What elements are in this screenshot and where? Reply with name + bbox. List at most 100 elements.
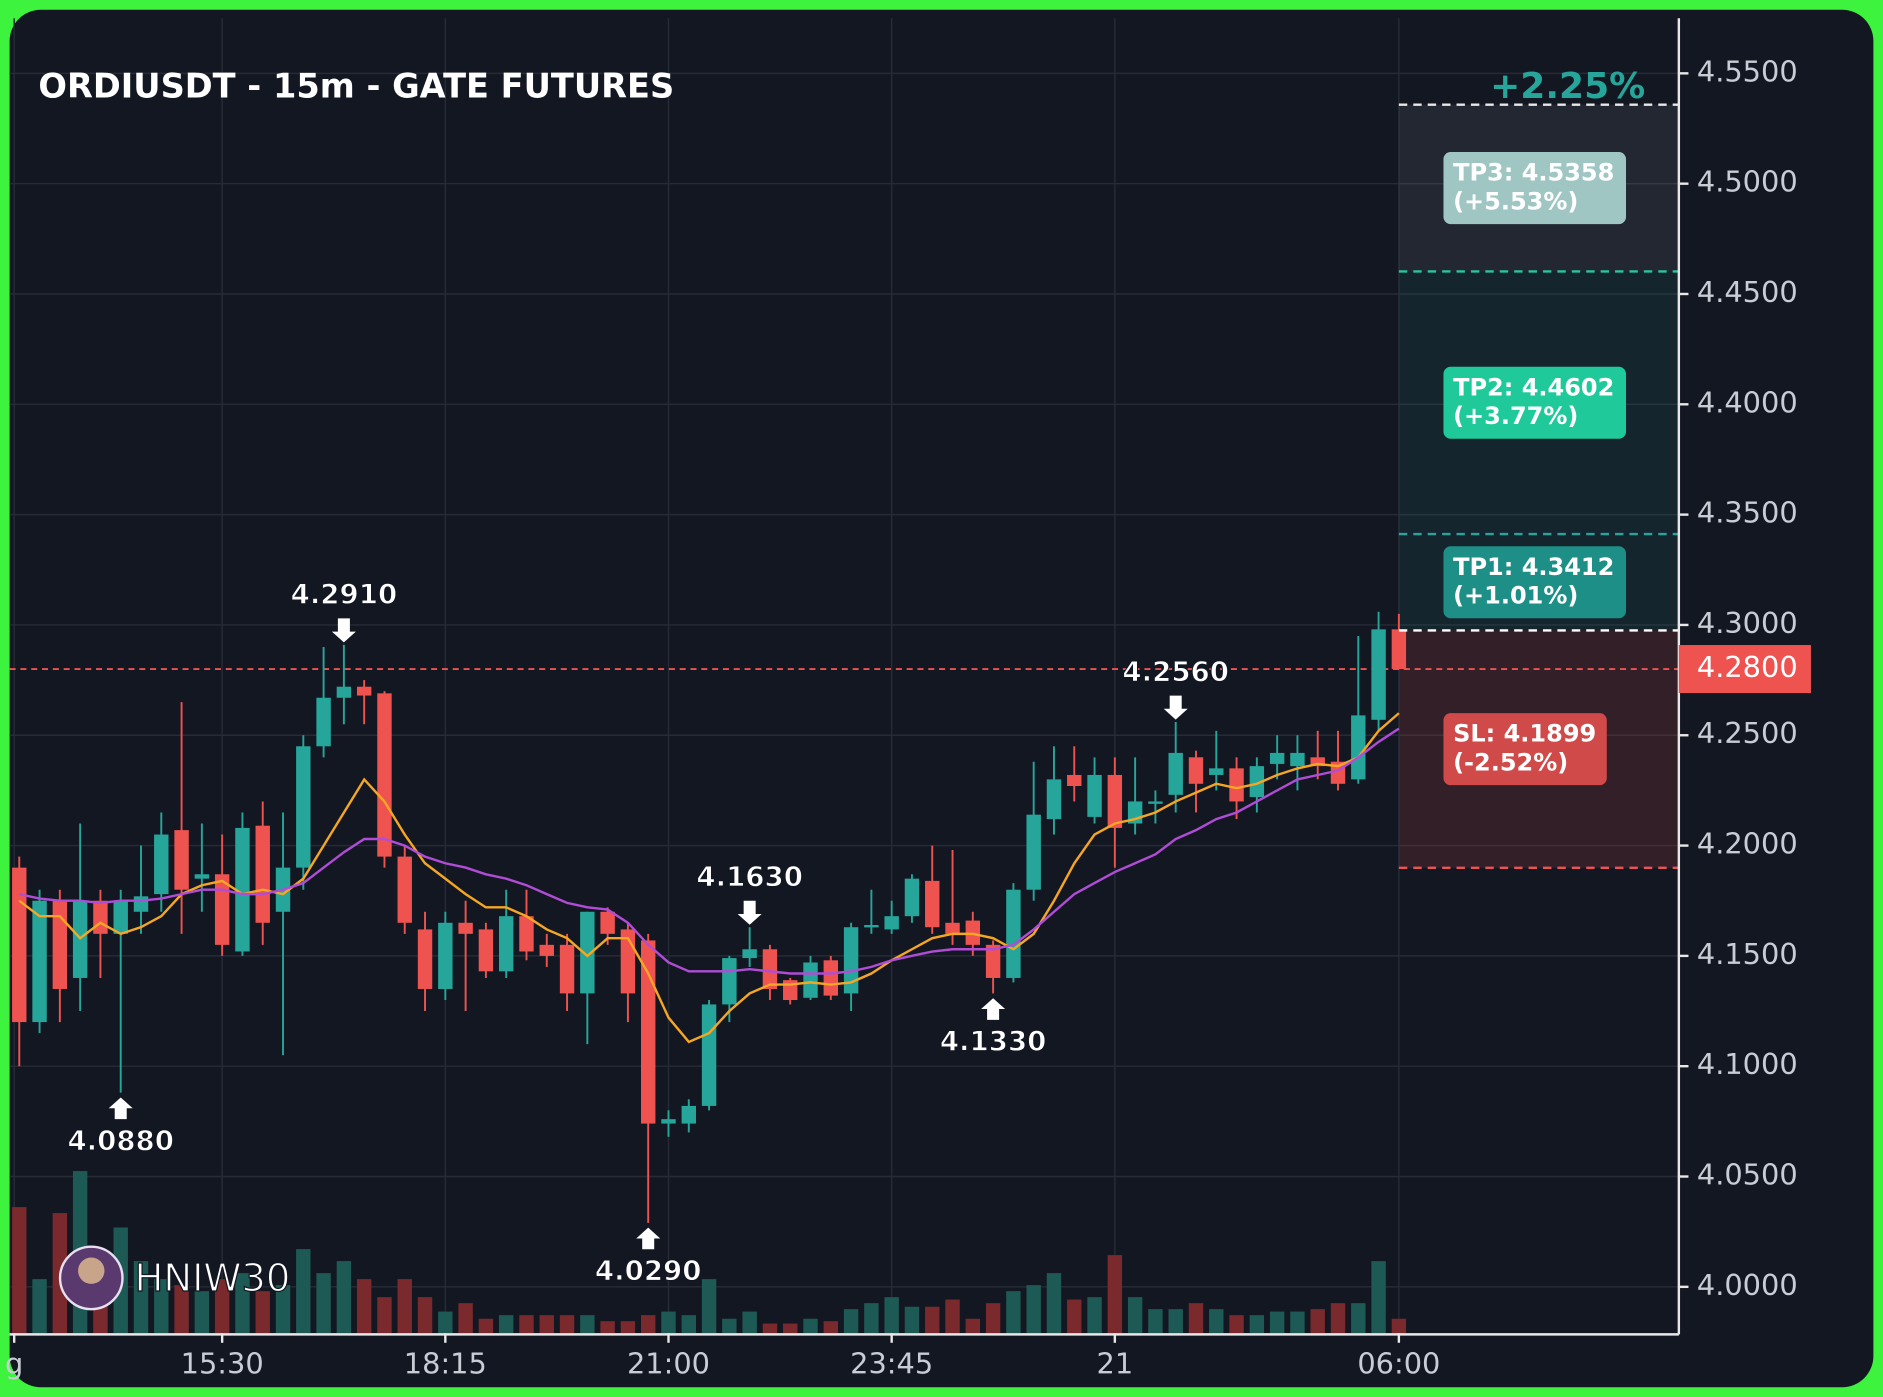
volume-bar bbox=[214, 1279, 230, 1334]
candle-body bbox=[823, 960, 839, 996]
volume-bar bbox=[1046, 1273, 1062, 1334]
candle-body bbox=[519, 916, 534, 952]
candle-body bbox=[803, 962, 818, 998]
volume-bar bbox=[1269, 1311, 1285, 1334]
volume-bar bbox=[1067, 1299, 1082, 1334]
volume-bar bbox=[641, 1315, 656, 1334]
candle-body bbox=[559, 944, 575, 994]
volume-bar bbox=[133, 1261, 149, 1334]
volume-bar bbox=[843, 1309, 859, 1334]
x-tick-label: g bbox=[5, 1347, 23, 1381]
volume-bar bbox=[620, 1321, 636, 1334]
current-price-label: 4.2800 bbox=[1697, 650, 1798, 684]
volume-bar bbox=[417, 1297, 433, 1334]
candle-body bbox=[478, 929, 494, 972]
volume-bar bbox=[904, 1306, 920, 1334]
target-change: (+5.53%) bbox=[1453, 187, 1578, 215]
target-label-box bbox=[1443, 152, 1627, 225]
candle-body bbox=[843, 927, 859, 994]
volume-bar bbox=[356, 1279, 372, 1334]
x-tick-label: 21 bbox=[1097, 1347, 1134, 1381]
y-tick-label: 4.2500 bbox=[1697, 716, 1798, 750]
candle-body bbox=[438, 922, 453, 989]
target-label: TP2: 4.4602 bbox=[1453, 373, 1614, 401]
x-tick-label: 06:00 bbox=[1357, 1347, 1440, 1381]
annotation-arrow bbox=[108, 1097, 133, 1120]
volume-bar bbox=[539, 1315, 554, 1334]
candle-body bbox=[1351, 715, 1366, 780]
candle-body bbox=[1107, 774, 1123, 828]
y-tick-label: 4.4000 bbox=[1697, 385, 1798, 419]
volume-bar bbox=[884, 1297, 899, 1334]
candle-body bbox=[1188, 757, 1204, 784]
volume-bar bbox=[864, 1303, 879, 1334]
candle-body bbox=[377, 693, 392, 857]
volume-bar bbox=[600, 1321, 615, 1334]
target-label-box bbox=[1443, 366, 1627, 439]
volume-bar bbox=[1127, 1297, 1143, 1334]
volume-bar bbox=[275, 1285, 291, 1334]
y-tick-label: 4.5000 bbox=[1697, 165, 1798, 199]
volume-bar bbox=[661, 1311, 676, 1334]
volume-bar bbox=[174, 1285, 189, 1334]
candle-body bbox=[1148, 801, 1163, 804]
annotation-arrow bbox=[331, 618, 356, 643]
volume-bar bbox=[154, 1279, 169, 1334]
volume-bar bbox=[559, 1315, 575, 1334]
avatar-face bbox=[78, 1257, 105, 1284]
candle-body bbox=[397, 856, 412, 923]
candle-body bbox=[1006, 889, 1021, 978]
volume-bar bbox=[925, 1306, 940, 1334]
candle-body bbox=[255, 825, 270, 923]
volume-bar bbox=[1168, 1309, 1183, 1334]
y-tick-label: 4.0000 bbox=[1697, 1268, 1798, 1302]
target-label-box bbox=[1443, 546, 1627, 619]
volume-bar bbox=[458, 1303, 473, 1334]
volume-bar bbox=[762, 1323, 778, 1334]
candle-body bbox=[641, 940, 656, 1124]
volume-bar bbox=[296, 1249, 311, 1334]
volume-bar bbox=[1371, 1261, 1386, 1334]
candle-body bbox=[1269, 752, 1285, 764]
candle-body bbox=[985, 944, 1001, 978]
target-change: (+3.77%) bbox=[1453, 402, 1578, 430]
volume-bar bbox=[397, 1279, 412, 1334]
candle-body bbox=[235, 827, 250, 952]
volume-bar bbox=[12, 1207, 27, 1334]
candle-body bbox=[316, 697, 331, 747]
annotation-arrow bbox=[737, 900, 762, 925]
x-tick-label: 23:45 bbox=[850, 1347, 933, 1381]
candle-body bbox=[1087, 774, 1102, 817]
candle-body bbox=[113, 900, 128, 934]
stop-label-box bbox=[1443, 713, 1607, 786]
target-label: TP1: 4.3412 bbox=[1453, 553, 1614, 581]
candle-body bbox=[52, 900, 68, 989]
volume-bar bbox=[194, 1291, 210, 1334]
y-tick-label: 4.5500 bbox=[1697, 54, 1798, 88]
candle-body bbox=[1067, 774, 1082, 786]
volume-bar bbox=[1087, 1297, 1102, 1334]
y-tick-label: 4.1000 bbox=[1697, 1047, 1798, 1081]
y-tick-label: 4.3500 bbox=[1697, 496, 1798, 530]
volume-bar bbox=[783, 1323, 798, 1334]
volume-bar bbox=[722, 1318, 737, 1334]
volume-bar bbox=[1107, 1255, 1123, 1334]
candle-body bbox=[32, 900, 47, 1023]
candle-body bbox=[1026, 814, 1041, 890]
candle-body bbox=[580, 911, 595, 994]
volume-bar bbox=[1148, 1309, 1163, 1334]
annotation-label: 4.2560 bbox=[1122, 655, 1229, 688]
candle-body bbox=[458, 922, 473, 934]
candle-body bbox=[296, 746, 311, 868]
candle-body bbox=[1168, 752, 1183, 795]
candle-body bbox=[701, 1004, 717, 1106]
candle-body bbox=[356, 686, 372, 696]
x-tick-label: 21:00 bbox=[627, 1347, 710, 1381]
volume-bar bbox=[1026, 1285, 1041, 1334]
y-tick-label: 4.1500 bbox=[1697, 937, 1798, 971]
candle-body bbox=[904, 878, 920, 917]
volume-bar bbox=[681, 1315, 696, 1334]
candle-body bbox=[742, 949, 757, 959]
annotation-arrow bbox=[636, 1227, 661, 1250]
